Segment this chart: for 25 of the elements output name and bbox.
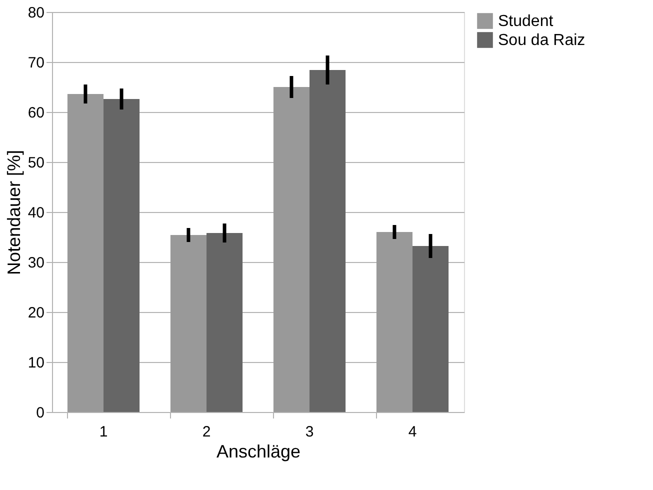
y-tick-label: 10 [28, 354, 44, 372]
y-tick-label: 50 [28, 154, 44, 172]
y-tick-label: 30 [28, 254, 44, 272]
x-tick-label: 1 [99, 424, 108, 440]
bar [206, 233, 243, 412]
x-tick-label: 2 [202, 424, 211, 440]
bar [170, 235, 206, 412]
y-tick-label: 0 [36, 404, 44, 422]
y-axis-title: Notendauer [%] [4, 150, 24, 276]
y-tick-label: 70 [28, 54, 44, 72]
y-tick-label: 60 [28, 104, 44, 122]
x-axis-title: Anschläge [216, 442, 301, 462]
x-tick-label: 4 [408, 424, 417, 440]
y-tick-label: 20 [28, 304, 44, 322]
legend-label: Student [498, 13, 554, 30]
bar [67, 94, 104, 412]
x-tick-label: 3 [305, 424, 314, 440]
bar [412, 246, 449, 412]
y-tick-label: 40 [28, 204, 44, 222]
y-tick-label: 80 [28, 4, 44, 22]
bar [310, 70, 346, 412]
bar [273, 87, 310, 412]
legend-label: Sou da Raiz [498, 32, 586, 49]
bar [376, 232, 412, 412]
bar [104, 99, 140, 412]
